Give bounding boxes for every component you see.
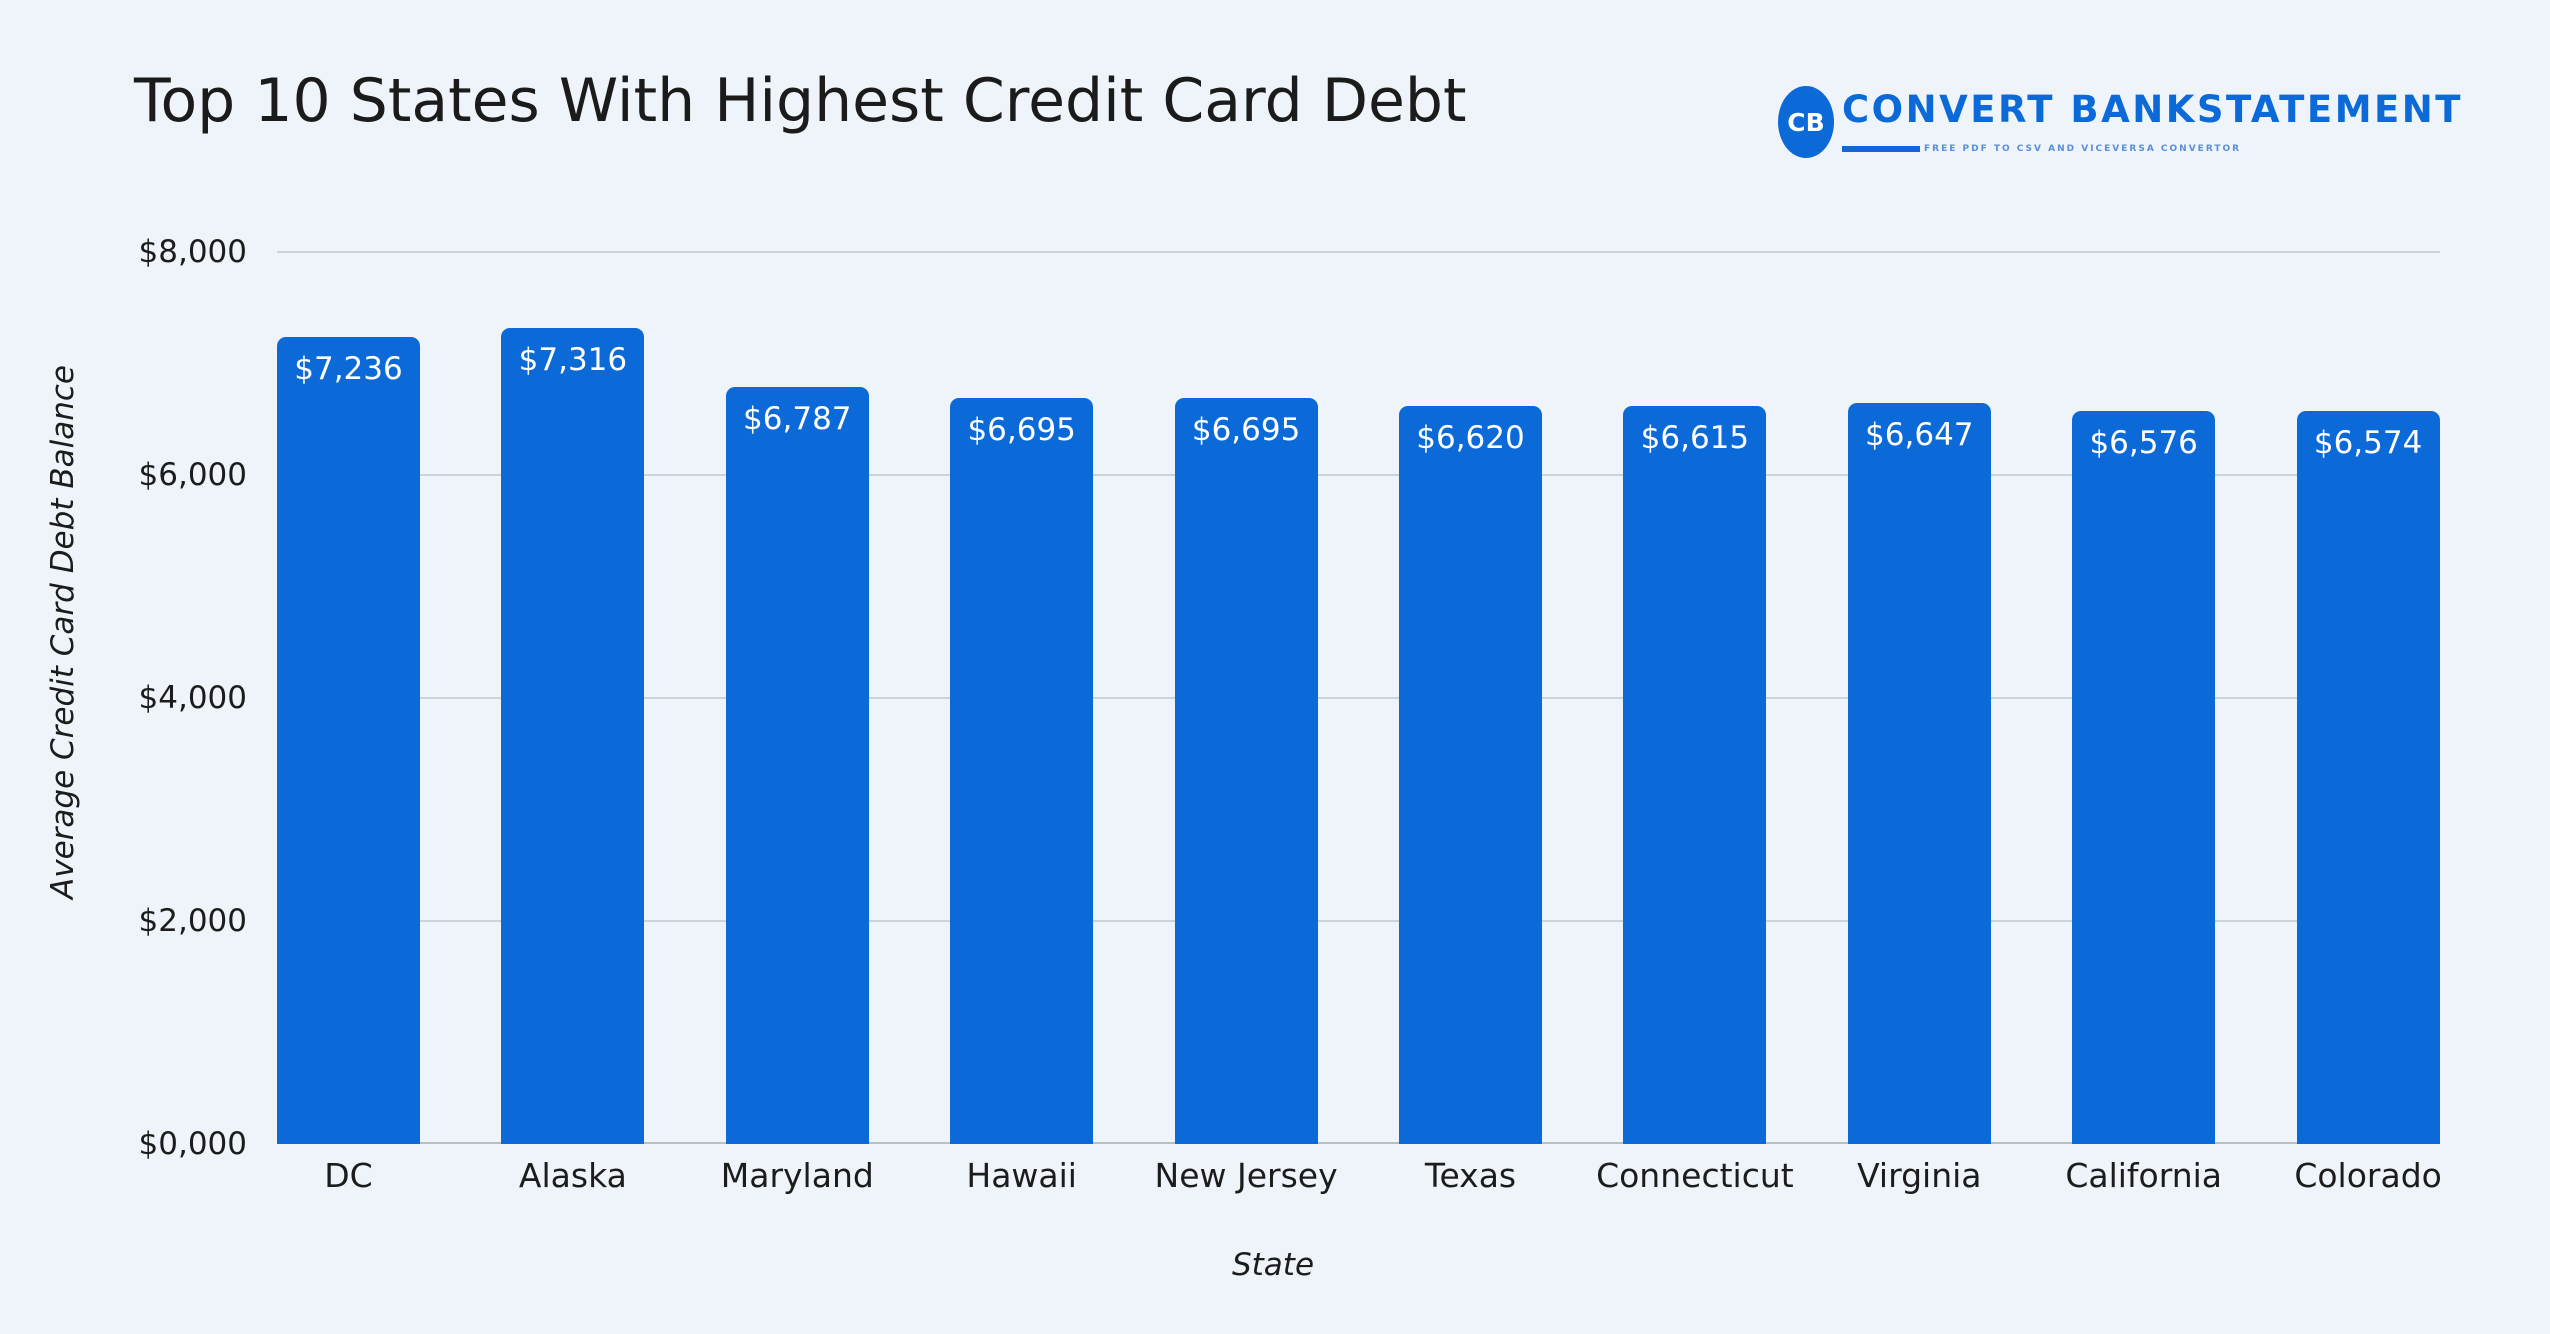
bar-value-label: $6,787 [743,401,852,438]
bar-virginia: $6,647 [1847,402,1991,1144]
gridline [277,697,2440,699]
bar-connecticut: $6,615 [1623,406,1767,1144]
y-tick-label: $2,000 [138,903,247,939]
x-tick-label: DC [324,1156,373,1195]
bar-new-jersey: $6,695 [1174,397,1318,1144]
gridline [277,920,2440,922]
bar-value-label: $6,695 [1191,411,1301,448]
bar-dc: $7,236 [277,337,420,1144]
logo-badge-icon: CB [1778,86,1834,158]
logo-name: CONVERT BANKSTATEMENT [1842,88,2463,131]
y-axis-title: Average Credit Card Debt Balance [45,365,81,899]
x-tick-label: New Jersey [1154,1156,1338,1195]
x-tick-label: Virginia [1857,1156,1982,1195]
bar-california: $6,576 [2072,410,2216,1144]
bar-colorado: $6,574 [2296,411,2440,1144]
x-axis-baseline [277,1142,2440,1144]
x-tick-label: Texas [1424,1156,1517,1195]
bar-value-label: $7,316 [518,342,628,379]
x-tick-label: Colorado [2294,1156,2442,1195]
y-tick-label: $6,000 [138,457,247,493]
x-axis-title: State [1231,1247,1315,1283]
bar-texas: $6,620 [1399,405,1542,1144]
y-tick-label: $0,000 [138,1126,247,1162]
x-tick-label: Hawaii [966,1156,1077,1195]
gridline [277,251,2440,253]
plot-area: $7,236 $7,316 $6,787 $6,695 $6,695 $6,620 $6,6… [277,251,2440,1144]
logo-underline [1842,146,1920,152]
bar-value-label: $6,576 [2089,424,2198,461]
y-tick-label: $4,000 [138,680,247,716]
bar-value-label: $6,620 [1416,419,1525,456]
x-tick-label: Alaska [518,1156,627,1195]
bar-value-label: $6,574 [2313,425,2423,461]
bar-maryland: $6,787 [725,387,869,1144]
bar-value-label: $7,236 [294,351,403,388]
gridline [277,474,2440,476]
logo-tagline: FREE PDF TO CSV AND VICEVERSA CONVERTOR [1924,144,2242,154]
bar-hawaii: $6,695 [950,397,1094,1144]
chart-title: Top 10 States With Highest Credit Card D… [134,66,1467,136]
x-tick-label: Maryland [720,1156,874,1195]
bar-value-label: $6,695 [967,411,1076,448]
bar-value-label: $6,615 [1640,420,1750,457]
bar-value-label: $6,647 [1865,416,1974,453]
y-tick-label: $8,000 [138,234,247,270]
bar-alaska: $7,316 [501,328,645,1144]
brand-logo: CB CONVERT BANKSTATEMENT FREE PDF TO CSV… [1778,86,2461,162]
x-tick-label: Connecticut [1596,1156,1794,1195]
x-tick-label: California [2065,1156,2223,1195]
